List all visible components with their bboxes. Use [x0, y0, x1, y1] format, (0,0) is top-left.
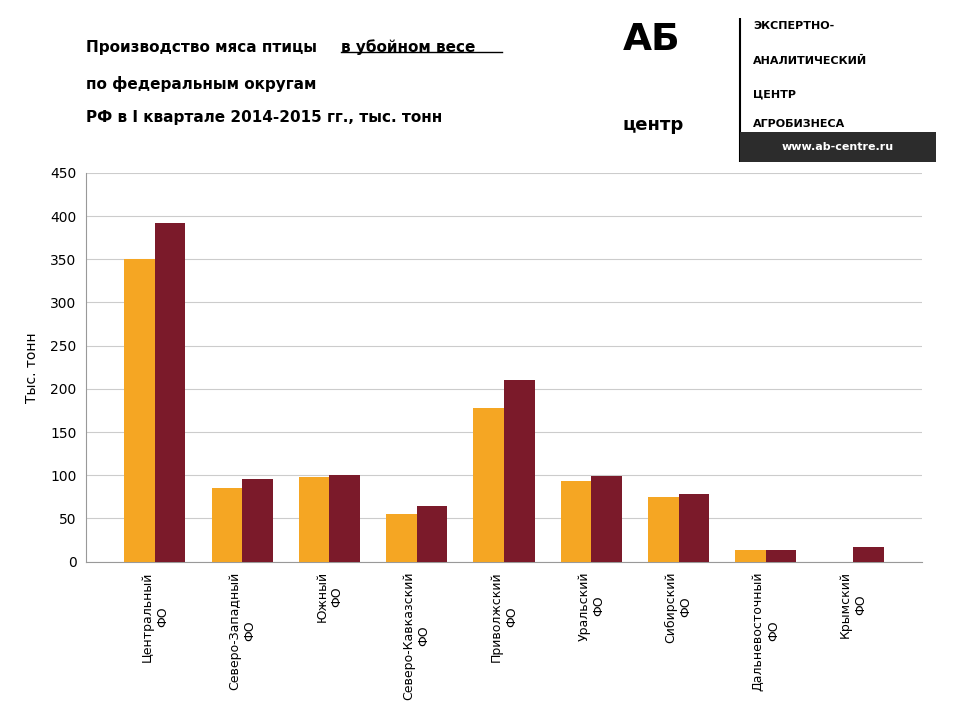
- Bar: [591, 476, 622, 562]
- Bar: [648, 497, 679, 562]
- Bar: [473, 408, 504, 562]
- Text: ЭКСПЕРТНО-: ЭКСПЕРТНО-: [754, 21, 834, 31]
- Text: АНАЛИТИЧЕСКИЙ: АНАЛИТИЧЕСКИЙ: [754, 55, 867, 66]
- Bar: [679, 494, 709, 562]
- Bar: [417, 506, 447, 562]
- Text: АГРОБИЗНЕСА: АГРОБИЗНЕСА: [754, 119, 846, 129]
- Bar: [766, 550, 797, 562]
- Bar: [242, 479, 273, 562]
- FancyBboxPatch shape: [740, 132, 936, 162]
- Bar: [211, 488, 242, 562]
- Bar: [155, 223, 185, 562]
- Bar: [504, 380, 535, 562]
- Bar: [561, 481, 591, 562]
- Y-axis label: Тыс. тонн: Тыс. тонн: [25, 332, 39, 402]
- Bar: [299, 477, 329, 562]
- Bar: [329, 475, 360, 562]
- Bar: [735, 550, 766, 562]
- Text: АБ: АБ: [623, 22, 681, 58]
- Text: по федеральным округам: по федеральным округам: [86, 76, 317, 91]
- Bar: [853, 547, 883, 562]
- Text: в убойном весе: в убойном весе: [341, 40, 475, 55]
- Text: центр: центр: [623, 116, 684, 134]
- Text: РФ в I квартале 2014-2015 гг., тыс. тонн: РФ в I квартале 2014-2015 гг., тыс. тонн: [86, 110, 443, 125]
- Bar: [125, 259, 155, 562]
- Text: www.ab-centre.ru: www.ab-centre.ru: [782, 142, 894, 152]
- Text: Производство мяса птицы: Производство мяса птицы: [86, 40, 323, 55]
- Text: ЦЕНТР: ЦЕНТР: [754, 90, 796, 100]
- Bar: [386, 514, 417, 562]
